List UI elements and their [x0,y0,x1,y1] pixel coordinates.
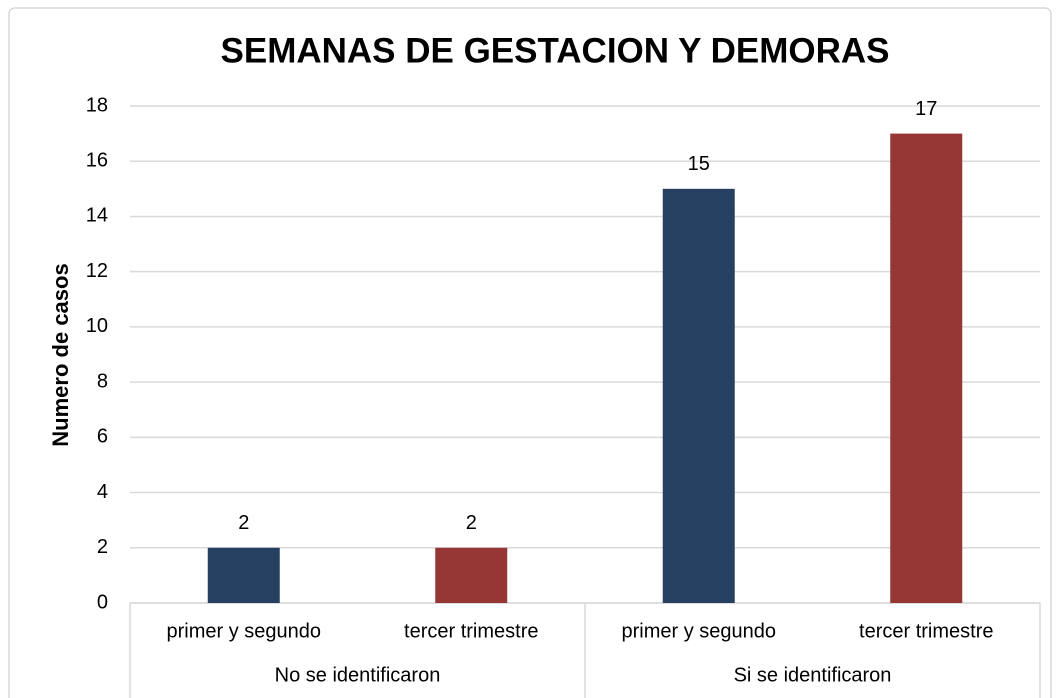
x-tick-label: tercer trimestre [404,620,538,642]
bar [890,133,963,603]
y-axis-label: Numero de casos [48,263,73,446]
x-tick-label: primer y segundo [166,620,321,642]
y-tick-label: 18 [86,94,108,116]
y-tick-label: 10 [86,315,108,337]
y-tick-label: 4 [97,481,108,503]
chart-title: SEMANAS DE GESTACION Y DEMORAS [221,31,890,70]
y-tick-label: 6 [97,426,108,448]
data-label: 2 [466,512,477,534]
bar [207,547,280,603]
y-tick-label: 2 [97,536,108,558]
bar [662,188,735,604]
group-label: Si se identificaron [734,664,892,686]
y-tick-label: 8 [97,370,108,392]
data-label: 15 [688,153,710,175]
group-label: No se identificaron [275,664,441,686]
y-tick-label: 12 [86,260,108,282]
chart-border [8,7,1052,698]
data-label: 17 [915,98,937,120]
y-tick-label: 16 [86,150,108,172]
data-label: 2 [238,512,249,534]
y-tick-label: 0 [97,591,108,613]
y-tick-label: 14 [86,205,108,227]
bar [435,547,508,603]
x-tick-label: tercer trimestre [859,620,993,642]
x-tick-label: primer y segundo [621,620,776,642]
